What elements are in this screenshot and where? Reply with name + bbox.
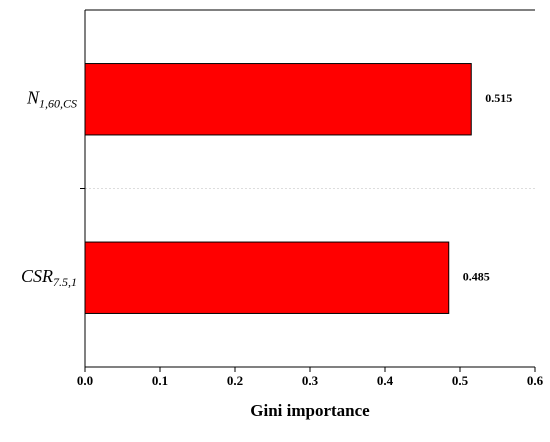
x-tick-label: 0.2 xyxy=(227,373,243,388)
x-tick-label: 0.0 xyxy=(77,373,93,388)
x-tick-label: 0.1 xyxy=(152,373,168,388)
bar xyxy=(84,241,450,314)
category-base: N xyxy=(26,87,40,107)
value-label: 0.515 xyxy=(485,91,512,105)
x-tick-label: 0.5 xyxy=(452,373,469,388)
x-tick-label: 0.3 xyxy=(302,373,319,388)
x-tick-label: 0.4 xyxy=(377,373,394,388)
category-subscript: 7.5,1 xyxy=(53,275,77,289)
bar xyxy=(84,63,472,136)
value-label: 0.485 xyxy=(463,270,490,284)
x-axis-label: Gini importance xyxy=(250,401,370,420)
category-base: CSR xyxy=(21,266,53,286)
x-tick-label: 0.6 xyxy=(527,373,544,388)
category-subscript: 1,60,CS xyxy=(39,96,77,110)
y-tick-label: CSR7.5,1 xyxy=(21,266,77,289)
y-tick-label: N1,60,CS xyxy=(26,87,77,110)
